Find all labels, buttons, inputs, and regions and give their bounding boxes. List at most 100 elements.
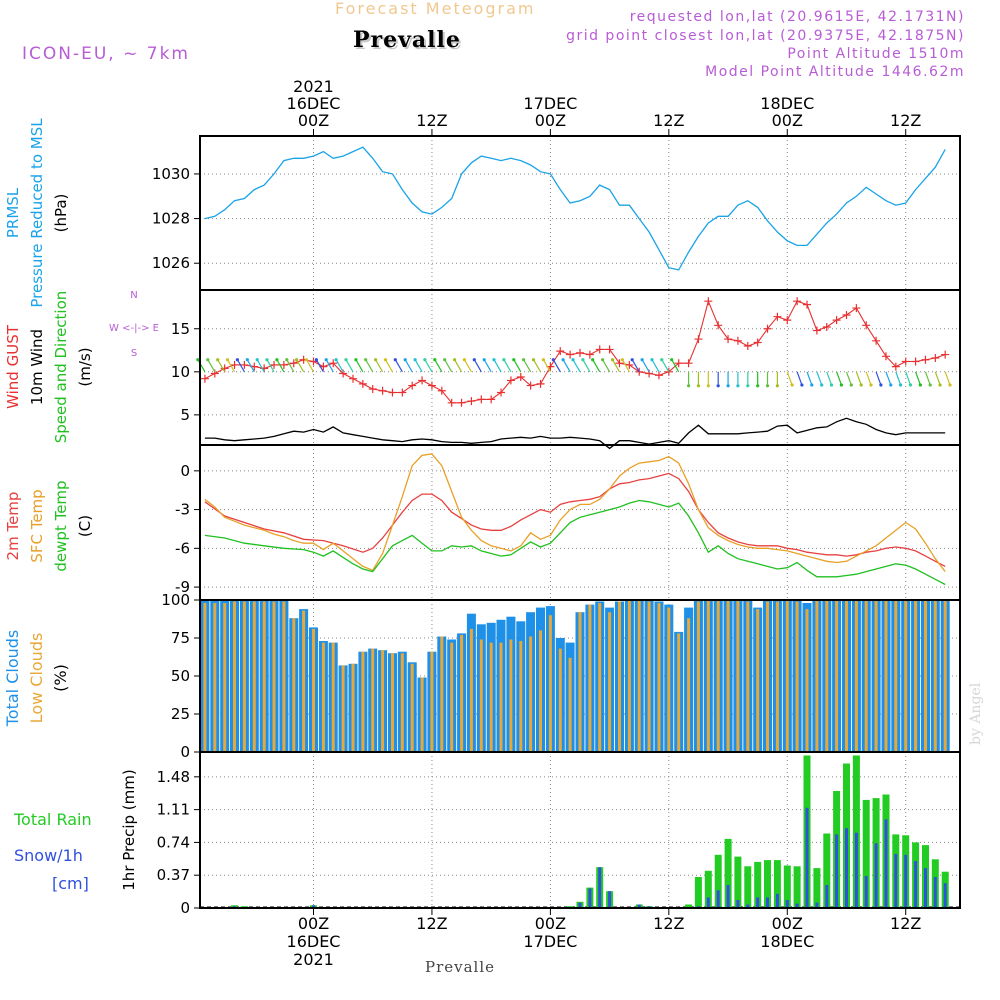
wind-arrow-head [541, 358, 546, 362]
gust-marker [200, 374, 209, 383]
low-cloud-bar [835, 600, 839, 752]
low-cloud-bar [351, 663, 355, 752]
low-cloud-bar [400, 653, 404, 752]
pressure-axis-title: PRMSL [4, 187, 22, 238]
dewpoint-line [204, 499, 946, 586]
low-cloud-bar [430, 651, 434, 752]
wind-arrow-head [413, 358, 417, 362]
top-time-label: 2021 [293, 77, 334, 96]
wind-arrow-head [775, 384, 780, 388]
low-cloud-bar [894, 600, 898, 752]
wind-arrow-head [765, 384, 770, 388]
low-cloud-bar [795, 601, 799, 752]
precip-ytick-label: 1.11 [157, 801, 190, 819]
wind-direction-arrow [434, 359, 443, 373]
low-cloud-bar [904, 600, 908, 752]
pressure-ytick-label: 1028 [152, 210, 190, 228]
wind-direction-arrow [483, 359, 492, 373]
low-cloud-bar [460, 635, 464, 752]
low-cloud-bar [361, 651, 365, 752]
low-cloud-bar [371, 648, 375, 752]
bottom-time-label: 00Z [298, 914, 329, 933]
wind-direction-arrow [236, 359, 245, 373]
rain-bar [862, 799, 870, 908]
wind-direction-arrow [944, 371, 951, 386]
gust-marker [270, 360, 279, 369]
clouds-ytick-label: 50 [171, 667, 190, 685]
gust-marker [763, 324, 772, 333]
gust-marker [240, 360, 249, 369]
wind-arrow-head [245, 358, 249, 362]
low-cloud-bar [272, 601, 276, 752]
low-cloud-bar [598, 603, 602, 752]
gust-marker [832, 316, 841, 325]
model-label: ICON-EU, ~ 7km [22, 44, 190, 64]
wind-direction-arrow [394, 359, 403, 373]
wind-axis-title: (m/s) [76, 347, 94, 386]
wind-arrow-head [756, 384, 760, 388]
wind-arrow-head [581, 358, 585, 362]
wind-direction-arrow [661, 359, 670, 373]
temperature-axis-title: SFC Temp [28, 489, 46, 562]
rain-bar [724, 838, 732, 908]
low-cloud-bar [469, 628, 473, 752]
gust-marker [891, 362, 900, 371]
low-cloud-bar [588, 604, 592, 752]
wind-arrow-head [736, 384, 740, 388]
gust-marker [408, 381, 417, 390]
wind-direction-arrow [365, 359, 374, 373]
rain-bar [793, 866, 801, 908]
low-cloud-bar [657, 603, 661, 752]
low-cloud-bar [312, 628, 315, 752]
point-altitude: Point Altitude 1510m [787, 46, 965, 62]
bottom-time-label: 00Z [772, 914, 803, 933]
low-cloud-bar [558, 648, 562, 752]
gust-marker [595, 345, 604, 354]
snow-bar [914, 861, 918, 908]
rain-bar [852, 755, 860, 908]
low-cloud-bar [854, 600, 858, 752]
low-cloud-bar [775, 601, 779, 752]
clouds-axis-title: Low Clouds [27, 633, 46, 724]
low-cloud-bar [914, 600, 918, 752]
snow-bar [775, 893, 779, 908]
gust-marker [753, 338, 762, 347]
precip-ytick-label: 1.48 [157, 768, 190, 786]
wind-arrow-head [899, 383, 903, 387]
wind-direction-arrow [816, 371, 823, 386]
wind-arrow-head [482, 358, 486, 362]
gust-marker [812, 326, 821, 335]
gust-marker [901, 357, 910, 366]
wind-arrow-head [706, 384, 710, 388]
gust-marker [803, 300, 812, 309]
wind-axis-title: Speed and Direction [52, 291, 70, 444]
snow-bar [795, 903, 799, 908]
low-cloud-bar [578, 612, 582, 752]
snow-bar [933, 877, 937, 908]
low-cloud-bar [608, 612, 612, 752]
wind-arrow-head [829, 383, 834, 387]
compass-south: S [131, 348, 137, 359]
low-cloud-bar [302, 610, 306, 752]
low-cloud-bar [539, 630, 542, 752]
wind-direction-arrow [454, 359, 463, 373]
wind-direction-arrow [924, 371, 931, 386]
wind-arrow-head [531, 358, 536, 362]
low-cloud-bar [568, 657, 572, 752]
gust-marker [694, 335, 703, 344]
low-cloud-bar [884, 600, 888, 752]
wind-direction-arrow [651, 359, 660, 373]
wind-arrow-head [561, 358, 565, 362]
wind-direction-arrow [335, 359, 344, 373]
snow-bar [312, 905, 315, 908]
gust-marker [822, 323, 831, 332]
wind-direction-arrow [865, 371, 872, 386]
wind-arrow-head [453, 358, 457, 362]
gust-marker [911, 357, 920, 366]
wind-arrow-head [800, 383, 804, 387]
wind-direction-arrow [915, 371, 921, 386]
wind-direction-arrow [671, 359, 680, 373]
wind-direction-arrow [855, 371, 862, 386]
wind-arrow-head [344, 358, 348, 362]
